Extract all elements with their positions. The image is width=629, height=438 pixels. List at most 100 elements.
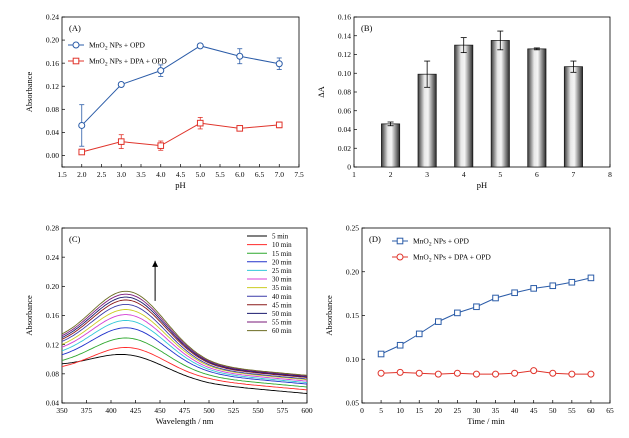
x-tick-label: 525: [228, 406, 240, 415]
y-tick-label: 0.08: [46, 369, 59, 378]
y-tick-label: 0.04: [46, 399, 59, 408]
legend-label: 10 min: [272, 241, 292, 249]
x-axis-label: pH: [175, 180, 185, 190]
x-tick-label: 500: [203, 406, 215, 415]
legend-label: 20 min: [272, 258, 292, 266]
y-tick-label: 0.25: [346, 224, 359, 233]
legend-label: 15 min: [272, 250, 292, 258]
y-tick-label: 0.02: [338, 144, 351, 153]
y-tick-label: 0.16: [46, 311, 59, 320]
x-tick-label: 2: [389, 170, 393, 179]
data-point: [236, 125, 244, 132]
legend-label: MnO2 NPs + DPA + OPD: [413, 253, 491, 264]
x-tick-label: 50: [549, 406, 557, 415]
data-point: [568, 370, 576, 378]
x-tick-label: 400: [105, 406, 117, 415]
data-point: [72, 41, 80, 49]
data-point: [434, 370, 442, 378]
x-tick-label: 1.5: [57, 170, 67, 179]
x-tick-label: 7.0: [275, 170, 285, 179]
x-tick-label: 2.5: [97, 170, 107, 179]
y-tick-label: 0.04: [46, 128, 59, 137]
x-tick-label: 1: [352, 170, 356, 179]
x-tick-label: 8: [608, 170, 612, 179]
spectrum-line: [62, 303, 307, 380]
spectrum-line: [62, 353, 307, 394]
trend-arrowhead: [152, 260, 159, 267]
x-tick-label: 4.5: [176, 170, 186, 179]
x-tick-label: 7: [572, 170, 576, 179]
spectrum-line: [62, 347, 307, 391]
data-point: [435, 318, 442, 325]
x-tick-label: 30: [473, 406, 481, 415]
bar: [381, 123, 401, 168]
series-2: [377, 367, 595, 378]
panel-1: 1.5 2.0 2.5 3.0 3.5 4.0 4.5 5.0 5.5 6.0 6.5 7.0 7.5 0…: [24, 13, 304, 190]
x-tick-label: 60: [587, 406, 595, 415]
data-point: [275, 60, 283, 68]
data-point: [377, 369, 385, 377]
data-point: [377, 350, 385, 358]
panel-label: (B): [361, 23, 373, 33]
legend-label: 25 min: [272, 267, 292, 275]
legend: MnO2 NPs + OPD MnO2 NPs + DPA + OPD: [392, 237, 491, 264]
y-tick-label: 0.24: [46, 253, 59, 262]
x-tick-label: 3: [425, 170, 429, 179]
y-tick-label: 0.16: [46, 59, 59, 68]
data-point: [72, 57, 80, 65]
x-tick-label: 2.0: [77, 170, 87, 179]
spectra: [62, 290, 307, 394]
series-1: [377, 274, 595, 358]
x-tick-label: 375: [81, 406, 93, 415]
y-tick-label: 0.08: [46, 105, 59, 114]
x-tick-label: 6.0: [235, 170, 245, 179]
x-tick-label: 20: [435, 406, 443, 415]
x-tick-label: 55: [568, 406, 576, 415]
spectrum-line: [62, 314, 307, 382]
legend-label: MnO2 NPs + OPD: [89, 41, 146, 52]
x-tick-label: 7.5: [294, 170, 304, 179]
series-2: [78, 116, 283, 156]
y-tick-label: 0.06: [338, 106, 351, 115]
legend-label: 60 min: [272, 327, 292, 335]
x-tick-label: 600: [301, 406, 313, 415]
y-tick-label: 0.05: [346, 399, 359, 408]
panel-3: 350 375 400 425 450 475 500 525 550 575 600 0.04 0.0…: [24, 224, 313, 426]
y-axis-label: Absorbance: [324, 295, 334, 336]
x-tick-label: 450: [154, 406, 166, 415]
y-tick-label: 0.16: [338, 13, 351, 22]
x-tick-label: 0: [360, 406, 364, 415]
y-axis-label: ΔA: [316, 85, 326, 97]
data-point: [453, 369, 461, 377]
series-line: [81, 122, 280, 153]
x-tick-label: 5.5: [215, 170, 225, 179]
data-point: [117, 81, 125, 88]
legend-label: 55 min: [272, 319, 292, 327]
legend-label: 5 min: [272, 233, 289, 241]
data-point: [415, 330, 423, 338]
y-tick-label: 0.12: [338, 50, 351, 59]
y-tick-label: 0.28: [46, 224, 59, 233]
spectrum-line: [62, 327, 307, 385]
data-point: [472, 370, 480, 378]
y-tick-label: 0.20: [46, 282, 59, 291]
data-point: [415, 369, 423, 377]
bar: [417, 73, 437, 168]
x-axis-label: Wavelength / nm: [156, 416, 214, 426]
x-tick-label: 5.0: [196, 170, 206, 179]
y-tick-label: 0.00: [46, 151, 59, 160]
x-tick-label: 6.5: [255, 170, 265, 179]
x-tick-label: 475: [179, 406, 191, 415]
data-point: [275, 121, 283, 129]
legend-label: 35 min: [272, 284, 292, 292]
x-axis-label: pH: [477, 180, 487, 190]
y-tick-label: 0.24: [46, 13, 59, 22]
y-tick-label: 0.12: [46, 340, 59, 349]
data-point: [511, 289, 518, 297]
data-point: [236, 52, 244, 60]
x-tick-label: 25: [454, 406, 462, 415]
data-point: [549, 369, 557, 377]
x-tick-label: 40: [511, 406, 519, 415]
data-point: [157, 142, 165, 149]
